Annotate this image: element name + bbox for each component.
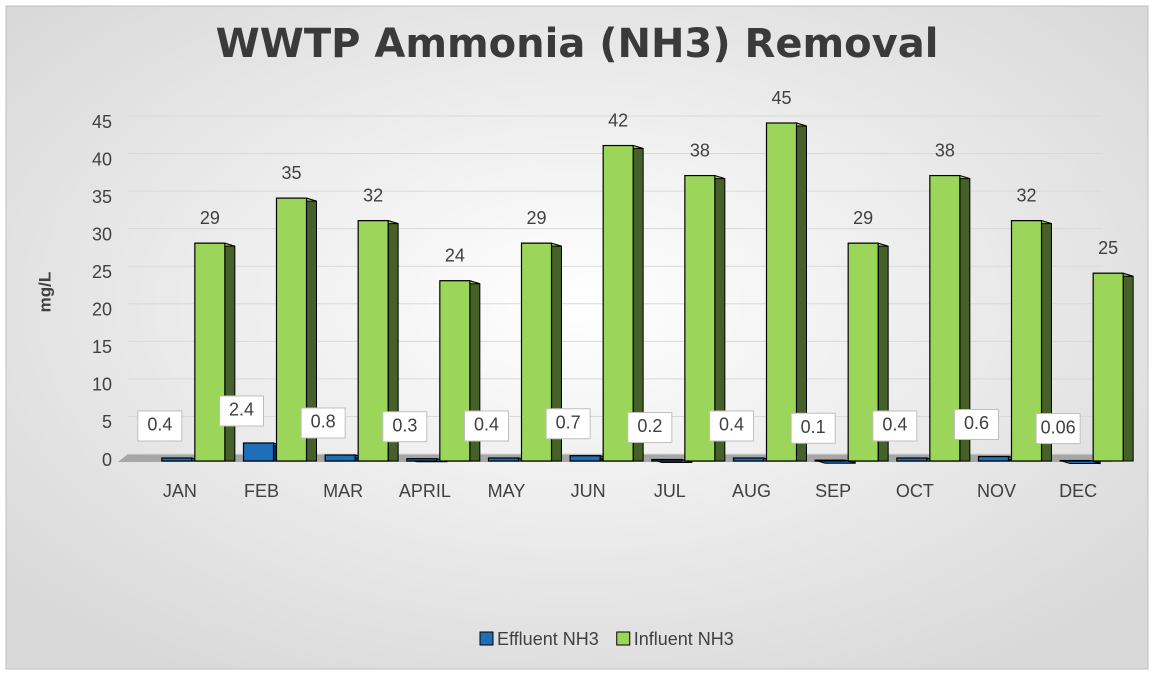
x-tick-label: MAY: [488, 481, 526, 501]
bar-side: [224, 242, 236, 462]
x-tick-label: AUG: [732, 481, 771, 501]
data-label: 0.2: [637, 416, 662, 436]
bar: [602, 144, 634, 462]
data-label-box: [790, 412, 836, 444]
data-label: 2.4: [229, 400, 254, 420]
data-label-box: [627, 411, 673, 443]
bar: [732, 457, 765, 462]
y-axis-label: mg/L: [35, 272, 54, 313]
x-tick-label: JAN: [163, 481, 197, 501]
data-label: 24: [445, 245, 465, 265]
data-label: 38: [935, 140, 955, 160]
y-tick-label: 15: [92, 337, 112, 357]
bar: [1092, 272, 1124, 462]
x-tick-label: APRIL: [399, 481, 451, 501]
bar: [161, 457, 193, 462]
data-label: 42: [608, 110, 628, 130]
y-tick-label: 10: [92, 375, 112, 395]
legend-label: Influent NH3: [634, 629, 734, 649]
bar: [324, 454, 356, 462]
legend-label: Effluent NH3: [497, 629, 599, 649]
bar: [487, 457, 520, 462]
y-tick-label: 30: [92, 224, 112, 244]
data-label: 0.4: [147, 415, 172, 435]
data-label: 0.6: [964, 413, 989, 433]
y-tick-label: 25: [92, 262, 112, 282]
data-label-box: [709, 410, 754, 442]
data-label: 35: [281, 163, 301, 183]
bar: [814, 459, 846, 462]
data-label: 0.8: [311, 412, 336, 432]
data-label-box: [219, 395, 264, 427]
y-tick-label: 0: [102, 450, 112, 470]
x-tick-label: SEP: [815, 481, 851, 501]
x-tick-label: OCT: [896, 481, 934, 501]
bar: [765, 122, 798, 462]
x-tick-label: JUL: [654, 481, 686, 501]
x-tick-label: DEC: [1059, 481, 1097, 501]
data-label: 0.1: [801, 417, 826, 437]
y-tick-label: 35: [92, 187, 112, 207]
data-label-box: [137, 410, 183, 442]
data-label-box: [1035, 413, 1081, 445]
bar: [977, 455, 1010, 462]
x-tick-label: MAR: [323, 481, 363, 501]
data-label: 45: [771, 88, 791, 108]
data-label-box: [954, 408, 999, 440]
data-label: 38: [690, 140, 710, 160]
data-label: 25: [1098, 238, 1118, 258]
legend-swatch: [616, 631, 631, 646]
bar-side: [1122, 272, 1134, 462]
x-tick-label: NOV: [977, 481, 1016, 501]
y-tick-label: 20: [92, 300, 112, 320]
data-label: 0.06: [1041, 417, 1076, 437]
y-tick-label: 45: [92, 112, 112, 132]
data-label-box: [300, 407, 346, 439]
data-label-box: [545, 408, 591, 440]
data-label-box: [382, 411, 428, 443]
y-tick-label: 5: [102, 412, 112, 432]
x-tick-label: JUN: [571, 481, 606, 501]
y-tick-label: 40: [92, 149, 112, 169]
bar: [406, 458, 438, 462]
data-label: 32: [363, 185, 383, 205]
legend-swatch: [479, 631, 494, 646]
chart-title: WWTP Ammonia (NH3) Removal: [216, 21, 939, 67]
x-tick-label: FEB: [244, 481, 279, 501]
data-label: 29: [853, 208, 873, 228]
bar-side: [796, 122, 807, 462]
data-label: 29: [200, 208, 220, 228]
data-label: 32: [1016, 185, 1036, 205]
bar: [569, 455, 601, 462]
data-label: 0.3: [392, 415, 417, 435]
data-label: 0.4: [474, 415, 499, 435]
data-label-box: [872, 410, 918, 442]
data-label: 0.4: [882, 415, 907, 435]
bar: [242, 442, 275, 462]
bar: [194, 242, 226, 462]
data-label-box: [464, 410, 509, 442]
background: [5, 5, 1149, 670]
data-label: 0.7: [556, 412, 581, 432]
data-label: 29: [526, 208, 546, 228]
bar: [651, 458, 683, 462]
bar: [896, 457, 928, 462]
data-label: 0.4: [719, 415, 744, 435]
